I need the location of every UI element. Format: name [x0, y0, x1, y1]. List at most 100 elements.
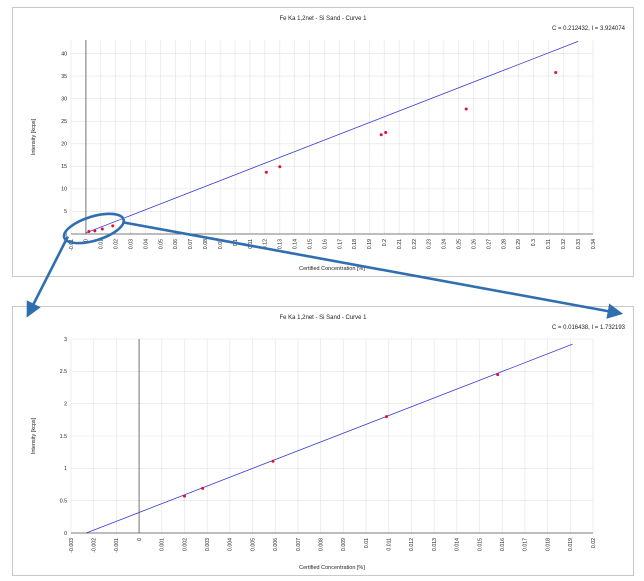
x-tick-label: 0.02 — [114, 239, 120, 249]
x-tick-label: 0.24 — [442, 239, 448, 249]
x-tick-label: 0.18 — [352, 239, 358, 249]
x-tick-label: 0.3 — [531, 239, 537, 246]
cursor-readout: C = 0.212432, I = 3.924074 — [552, 26, 626, 32]
data-point — [464, 107, 468, 111]
y-tick-label: 1 — [64, 466, 67, 472]
x-tick-label: 0.06 — [173, 239, 179, 249]
y-tick-label: 35 — [61, 74, 67, 80]
x-tick-label: 0.14 — [293, 239, 299, 249]
x-tick-label: 0.01 — [364, 538, 370, 548]
x-tick-label: 0.17 — [337, 239, 343, 249]
data-point — [384, 415, 388, 419]
x-tick-label: 0.02 — [591, 538, 597, 548]
x-tick-label: 0.015 — [477, 538, 483, 551]
x-tick-label: 0.08 — [203, 239, 209, 249]
data-point — [87, 229, 91, 233]
data-point — [554, 70, 558, 74]
x-tick-label: 0.34 — [591, 239, 597, 249]
main-chart: Fe Ka 1,2net - Si Sand - Curve 1 C = 0.21… — [31, 16, 626, 272]
x-tick-label: 0.004 — [228, 538, 234, 551]
x-tick-label: 0.002 — [182, 538, 188, 551]
cursor-readout: C = 0.016438, I = 1.732193 — [552, 325, 626, 331]
x-tick-label: 0.2 — [382, 239, 388, 246]
data-point — [278, 165, 282, 169]
x-tick-label: 0.26 — [471, 239, 477, 249]
x-tick-label: 0.1 — [233, 239, 239, 246]
x-tick-label: 0.008 — [318, 538, 324, 551]
x-tick-label: 0.018 — [545, 538, 551, 551]
data-point — [496, 373, 500, 377]
x-tick-label: 0.012 — [409, 538, 415, 551]
calibration-curve-line — [85, 40, 579, 234]
x-tick-label: 0.005 — [250, 538, 256, 551]
x-tick-label: 0.013 — [432, 538, 438, 551]
x-axis-label: Certified Concentration [%] — [299, 565, 365, 571]
x-tick-label: 0.12 — [263, 239, 269, 249]
x-tick-label: -0.003 — [69, 538, 75, 553]
y-tick-label: 30 — [61, 96, 67, 102]
y-tick-label: 20 — [61, 142, 67, 148]
x-tick-label: 0.016 — [500, 538, 506, 551]
x-tick-label: 0.01 — [99, 239, 105, 249]
x-tick-label: 0.27 — [486, 239, 492, 249]
data-point — [182, 494, 186, 498]
x-tick-label: 0 — [84, 239, 90, 242]
data-point — [384, 130, 388, 134]
y-tick-label: 25 — [61, 119, 67, 125]
x-axis-label: Certified Concentration [%] — [299, 266, 365, 272]
zoom-chart: Fe Ka 1,2net - Si Sand - Curve 1 C = 0.01… — [31, 315, 626, 571]
y-tick-label: 40 — [61, 51, 67, 57]
chart-title: Fe Ka 1,2net - Si Sand - Curve 1 — [279, 315, 367, 321]
x-tick-label: 0.23 — [427, 239, 433, 249]
y-tick-label: 2 — [64, 401, 67, 407]
x-tick-label: 0.001 — [160, 538, 166, 551]
x-tick-label: 0.32 — [561, 239, 567, 249]
main-chart-panel: Fe Ka 1,2net - Si Sand - Curve 1 C = 0.21… — [12, 7, 634, 277]
x-tick-label: 0.007 — [296, 538, 302, 551]
x-tick-label: -0.002 — [91, 538, 97, 553]
x-tick-label: 0.33 — [576, 239, 582, 249]
y-tick-label: 3 — [64, 337, 67, 343]
x-tick-label: 0.003 — [205, 538, 211, 551]
data-point — [93, 229, 97, 233]
y-tick-label: 1.5 — [60, 434, 67, 440]
data-point — [111, 224, 115, 228]
zoom-chart-panel: Fe Ka 1,2net - Si Sand - Curve 1 C = 0.01… — [12, 306, 634, 576]
x-tick-label: 0.017 — [523, 538, 529, 551]
y-tick-label: 15 — [61, 164, 67, 170]
data-point — [271, 459, 275, 463]
x-tick-label: 0.11 — [248, 239, 254, 249]
y-axis-label: Intensity [kcps] — [31, 417, 37, 454]
y-tick-label: 0 — [64, 232, 67, 238]
y-axis-label: Intensity [kcps] — [31, 118, 37, 155]
x-tick-label: 0.22 — [412, 239, 418, 249]
y-tick-label: 10 — [61, 187, 67, 193]
x-tick-label: 0.31 — [546, 239, 552, 249]
x-tick-label: 0.05 — [158, 239, 164, 249]
x-tick-label: 0.28 — [501, 239, 507, 249]
y-tick-label: 0 — [64, 531, 67, 537]
x-tick-label: 0.011 — [387, 538, 393, 551]
x-tick-label: 0.014 — [455, 538, 461, 551]
data-point — [264, 170, 268, 174]
x-tick-label: -0.001 — [114, 538, 120, 553]
x-tick-label: 0.09 — [218, 239, 224, 249]
x-tick-label: 0.07 — [188, 239, 194, 249]
x-tick-label: 0 — [137, 538, 143, 541]
chart-title: Fe Ka 1,2net - Si Sand - Curve 1 — [279, 16, 367, 22]
calibration-curve-line — [86, 343, 573, 534]
x-tick-label: 0.19 — [367, 239, 373, 249]
x-tick-label: -0.01 — [69, 239, 75, 251]
data-point — [201, 486, 205, 490]
x-tick-label: 0.006 — [273, 538, 279, 551]
x-tick-label: 0.04 — [143, 239, 149, 249]
x-tick-label: 0.29 — [516, 239, 522, 249]
x-tick-label: 0.03 — [128, 239, 134, 249]
y-tick-label: 5 — [64, 209, 67, 215]
x-tick-label: 0.25 — [457, 239, 463, 249]
x-tick-label: 0.13 — [278, 239, 284, 249]
data-point — [100, 227, 104, 231]
x-tick-label: 0.21 — [397, 239, 403, 249]
x-tick-label: 0.009 — [341, 538, 347, 551]
x-tick-label: 0.16 — [322, 239, 328, 249]
